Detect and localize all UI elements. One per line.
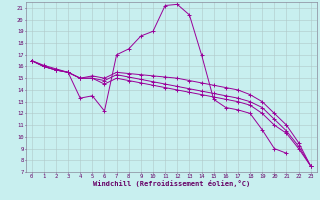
X-axis label: Windchill (Refroidissement éolien,°C): Windchill (Refroidissement éolien,°C) [92,180,250,187]
